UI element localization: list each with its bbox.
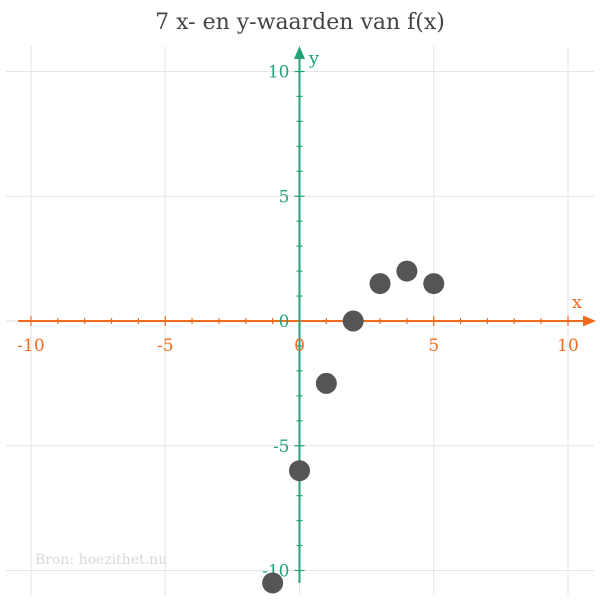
y-axis-arrow: [294, 46, 305, 59]
data-point: [315, 372, 337, 394]
data-point: [262, 572, 284, 594]
x-tick-label: 5: [428, 336, 439, 356]
x-axis-label: x: [572, 292, 582, 313]
x-tick-label: -5: [157, 336, 174, 356]
source-note: Bron: hoezithet.nu: [35, 552, 167, 568]
x-tick-label: 10: [557, 336, 579, 356]
x-axis-arrow: [583, 315, 596, 327]
chart-title: 7 x- en y-waarden van f(x): [155, 10, 445, 35]
data-point: [423, 273, 445, 295]
data-point: [289, 460, 310, 482]
y-tick-label: -5: [273, 437, 290, 457]
x-tick-label: 0: [294, 336, 305, 356]
y-tick-label: 5: [279, 187, 290, 207]
data-point: [369, 273, 391, 295]
data-point: [396, 260, 418, 282]
y-tick-label: 10: [268, 63, 290, 83]
data-point: [342, 310, 364, 332]
y-tick-label: 0: [279, 312, 290, 332]
x-tick-label: -10: [17, 336, 44, 356]
y-axis-label: y: [308, 48, 320, 69]
